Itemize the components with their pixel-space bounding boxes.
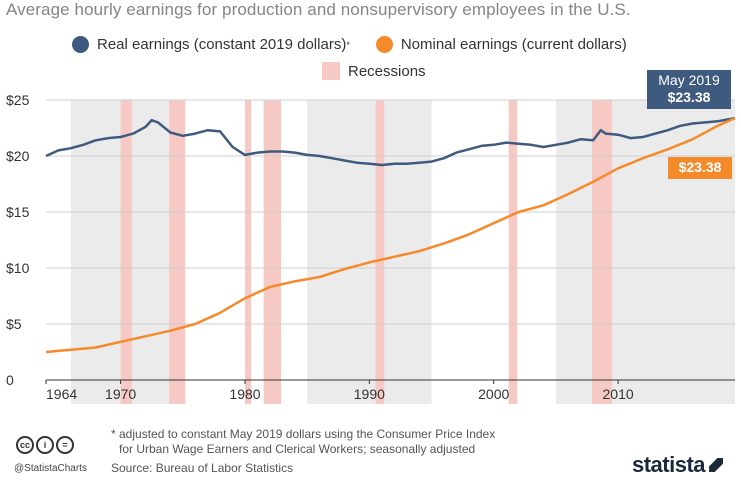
cc-icon: cc	[16, 436, 34, 454]
equals-icon: =	[56, 436, 74, 454]
x-tick-label-5: 2010	[603, 386, 634, 402]
recession-bar-0	[120, 100, 132, 404]
legend-nominal-label: Nominal earnings (current dollars)	[400, 36, 627, 53]
y-tick-label-0: 0	[6, 372, 14, 388]
nominal-earnings-line	[45, 116, 736, 354]
decade-band-2	[555, 100, 735, 404]
y-tick-label-3: $15	[6, 204, 30, 220]
legend-real-swatch	[72, 36, 89, 53]
real-earnings-line	[45, 116, 736, 167]
source-note: Source: Bureau of Labor Statistics	[111, 461, 294, 475]
real-callout: May 2019 $23.38	[647, 70, 731, 109]
x-tick-label-0: 1964	[46, 386, 77, 402]
y-tick-label-1: $5	[6, 316, 22, 332]
by-icon: i	[36, 436, 54, 454]
recession-bar-6	[591, 100, 612, 404]
nominal-callout: $23.38	[668, 157, 732, 179]
recession-bar-4	[375, 100, 385, 404]
y-tick-label-4: $20	[6, 148, 30, 164]
footnote-line-1: * adjusted to constant May 2019 dollars …	[111, 427, 496, 441]
legend-real-label: Real earnings (constant 2019 dollars)	[97, 36, 347, 53]
y-tick-label-2: $10	[6, 260, 30, 276]
statista-logo-icon	[709, 458, 724, 472]
legend-real-sup: *	[346, 39, 350, 50]
recession-bar-5	[508, 100, 518, 404]
statista-logo-text: statista	[632, 452, 706, 477]
y-tick-label-5: $25	[6, 92, 30, 108]
recession-bar-1	[169, 100, 186, 404]
x-tick-label-2: 1980	[229, 386, 260, 402]
chart-title: Average hourly earnings for production a…	[6, 0, 631, 19]
recession-bar-2	[244, 100, 252, 404]
x-tick-label-4: 2000	[478, 386, 509, 402]
statista-logo[interactable]: statista	[632, 452, 724, 478]
legend-nominal-swatch	[375, 36, 393, 53]
x-tick-label-3: 1990	[354, 386, 385, 402]
legend-top-row: Real earnings (constant 2019 dollars) * N…	[72, 36, 627, 53]
license-icons: cc i =	[16, 436, 74, 454]
real-callout-date: May 2019	[658, 72, 720, 88]
x-tick-label-1: 1970	[105, 386, 136, 402]
real-callout-value: $23.38	[667, 89, 711, 105]
statista-handle: @StatistaCharts	[14, 463, 87, 474]
recession-bar-3	[263, 100, 282, 404]
legend-bottom-row: Recessions	[322, 62, 426, 80]
footnote-line-2: for Urban Wage Earners and Clerical Work…	[119, 442, 476, 456]
legend-recession-label: Recessions	[348, 62, 426, 80]
legend-recession-swatch	[322, 62, 340, 80]
footnote: * adjusted to constant May 2019 dollars …	[111, 427, 495, 457]
